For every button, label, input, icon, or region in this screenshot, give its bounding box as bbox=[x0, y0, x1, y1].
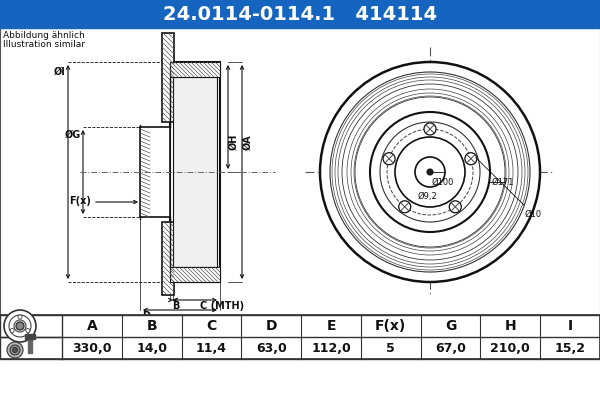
Circle shape bbox=[10, 328, 14, 332]
Text: F(x): F(x) bbox=[69, 196, 91, 206]
Bar bbox=[170, 62, 220, 77]
Circle shape bbox=[342, 84, 518, 260]
Bar bbox=[162, 33, 174, 122]
Circle shape bbox=[380, 122, 480, 222]
Text: I: I bbox=[568, 319, 572, 333]
Circle shape bbox=[415, 157, 445, 187]
Text: G: G bbox=[445, 319, 456, 333]
Text: ØE: ØE bbox=[181, 144, 191, 160]
Circle shape bbox=[355, 97, 505, 247]
Circle shape bbox=[424, 123, 436, 135]
Circle shape bbox=[16, 322, 24, 330]
Text: 112,0: 112,0 bbox=[311, 342, 351, 354]
Circle shape bbox=[330, 72, 530, 272]
Text: F(x): F(x) bbox=[375, 319, 406, 333]
Circle shape bbox=[14, 320, 26, 332]
Text: 63,0: 63,0 bbox=[256, 342, 287, 354]
Bar bbox=[140, 127, 170, 217]
Text: Illustration similar: Illustration similar bbox=[3, 40, 85, 49]
Text: Ø171: Ø171 bbox=[492, 178, 515, 187]
Bar bbox=[0, 315, 600, 359]
Circle shape bbox=[427, 169, 433, 175]
Text: 15,2: 15,2 bbox=[554, 342, 586, 354]
Bar bbox=[25, 334, 35, 339]
Text: ØG: ØG bbox=[65, 130, 81, 140]
Circle shape bbox=[320, 62, 540, 282]
Text: 24.0114-0114.1   414114: 24.0114-0114.1 414114 bbox=[163, 4, 437, 24]
Text: E: E bbox=[326, 319, 336, 333]
Text: ØH: ØH bbox=[229, 134, 239, 150]
Text: Ø100: Ø100 bbox=[432, 178, 454, 187]
Circle shape bbox=[399, 201, 411, 213]
Circle shape bbox=[383, 153, 395, 165]
Text: 330,0: 330,0 bbox=[72, 342, 112, 354]
Bar bbox=[0, 28, 600, 315]
Text: C: C bbox=[206, 319, 217, 333]
Text: B: B bbox=[172, 301, 179, 311]
Text: D: D bbox=[142, 311, 150, 321]
Text: 67,0: 67,0 bbox=[435, 342, 466, 354]
Text: H: H bbox=[505, 319, 516, 333]
Text: ØI: ØI bbox=[54, 67, 66, 77]
Bar bbox=[28, 338, 32, 353]
Circle shape bbox=[13, 348, 17, 352]
Text: 11,4: 11,4 bbox=[196, 342, 227, 354]
Circle shape bbox=[10, 345, 20, 355]
Text: C (MTH): C (MTH) bbox=[200, 301, 244, 311]
Circle shape bbox=[4, 310, 36, 342]
Bar bbox=[170, 267, 220, 282]
Bar bbox=[0, 0, 600, 28]
Circle shape bbox=[18, 315, 22, 319]
Text: D: D bbox=[265, 319, 277, 333]
Circle shape bbox=[7, 342, 23, 358]
Bar bbox=[173, 77, 217, 267]
Text: 14,0: 14,0 bbox=[136, 342, 167, 354]
Text: Abbildung ähnlich: Abbildung ähnlich bbox=[3, 31, 85, 40]
Text: Ø9,2: Ø9,2 bbox=[418, 192, 438, 201]
Circle shape bbox=[465, 153, 477, 165]
Bar bbox=[170, 62, 220, 282]
Circle shape bbox=[26, 328, 30, 332]
Text: ØA: ØA bbox=[243, 134, 253, 150]
Circle shape bbox=[395, 137, 465, 207]
Text: 210,0: 210,0 bbox=[490, 342, 530, 354]
Circle shape bbox=[370, 112, 490, 232]
Bar bbox=[162, 222, 174, 295]
Text: 5: 5 bbox=[386, 342, 395, 354]
Text: Ø10: Ø10 bbox=[476, 158, 542, 219]
Circle shape bbox=[9, 315, 31, 337]
Text: B: B bbox=[146, 319, 157, 333]
Text: A: A bbox=[86, 319, 97, 333]
Circle shape bbox=[449, 201, 461, 213]
